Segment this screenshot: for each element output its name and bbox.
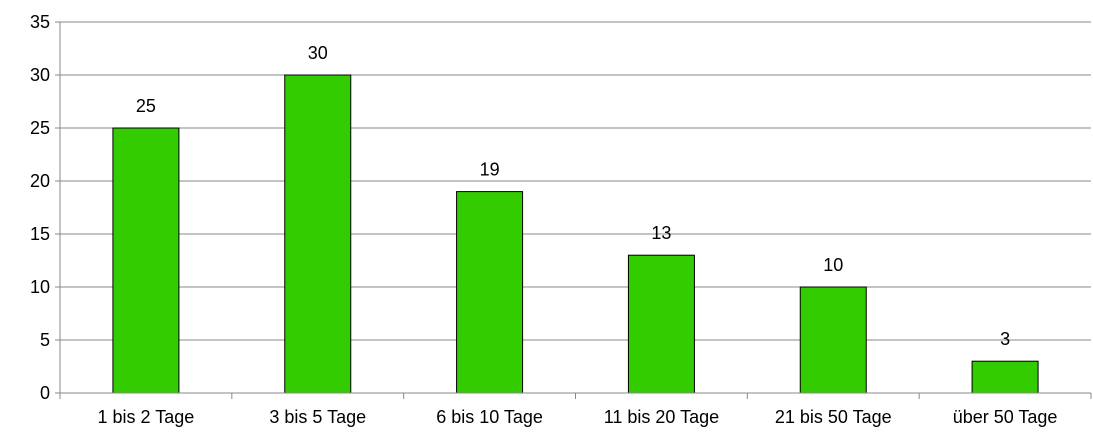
data-label: 10 <box>823 255 843 275</box>
bar <box>112 127 180 394</box>
gridlines <box>60 21 1091 341</box>
y-tick-label: 0 <box>40 383 50 403</box>
y-tick-label: 25 <box>30 118 50 138</box>
y-tick-label: 30 <box>30 65 50 85</box>
axes <box>55 21 1092 399</box>
x-category-label: 1 bis 2 Tage <box>98 407 195 427</box>
data-labels: 25 30 19 13 10 3 <box>136 43 1010 349</box>
y-tick-label: 35 <box>30 12 50 32</box>
x-category-label: über 50 Tage <box>953 407 1058 427</box>
data-label: 3 <box>1000 329 1010 349</box>
x-axis-category-labels: 1 bis 2 Tage 3 bis 5 Tage 6 bis 10 Tage 11 … <box>98 407 1058 427</box>
data-label: 30 <box>308 43 328 63</box>
bar <box>971 360 1039 394</box>
y-axis-tick-labels: 0 5 10 15 20 25 30 35 <box>30 12 50 403</box>
x-category-label: 11 bis 20 Tage <box>604 407 719 427</box>
bar <box>284 74 352 394</box>
y-tick-label: 10 <box>30 277 50 297</box>
bar <box>799 286 867 394</box>
bar <box>627 254 695 394</box>
x-category-label: 3 bis 5 Tage <box>269 407 366 427</box>
data-label: 19 <box>480 160 500 180</box>
data-label: 13 <box>651 223 671 243</box>
bar <box>456 191 524 394</box>
x-category-label: 21 bis 50 Tage <box>775 407 892 427</box>
bars <box>112 74 1039 394</box>
y-tick-label: 15 <box>30 224 50 244</box>
x-category-label: 6 bis 10 Tage <box>436 407 543 427</box>
data-label: 25 <box>136 96 156 116</box>
y-tick-label: 5 <box>40 330 50 350</box>
y-tick-label: 20 <box>30 171 50 191</box>
